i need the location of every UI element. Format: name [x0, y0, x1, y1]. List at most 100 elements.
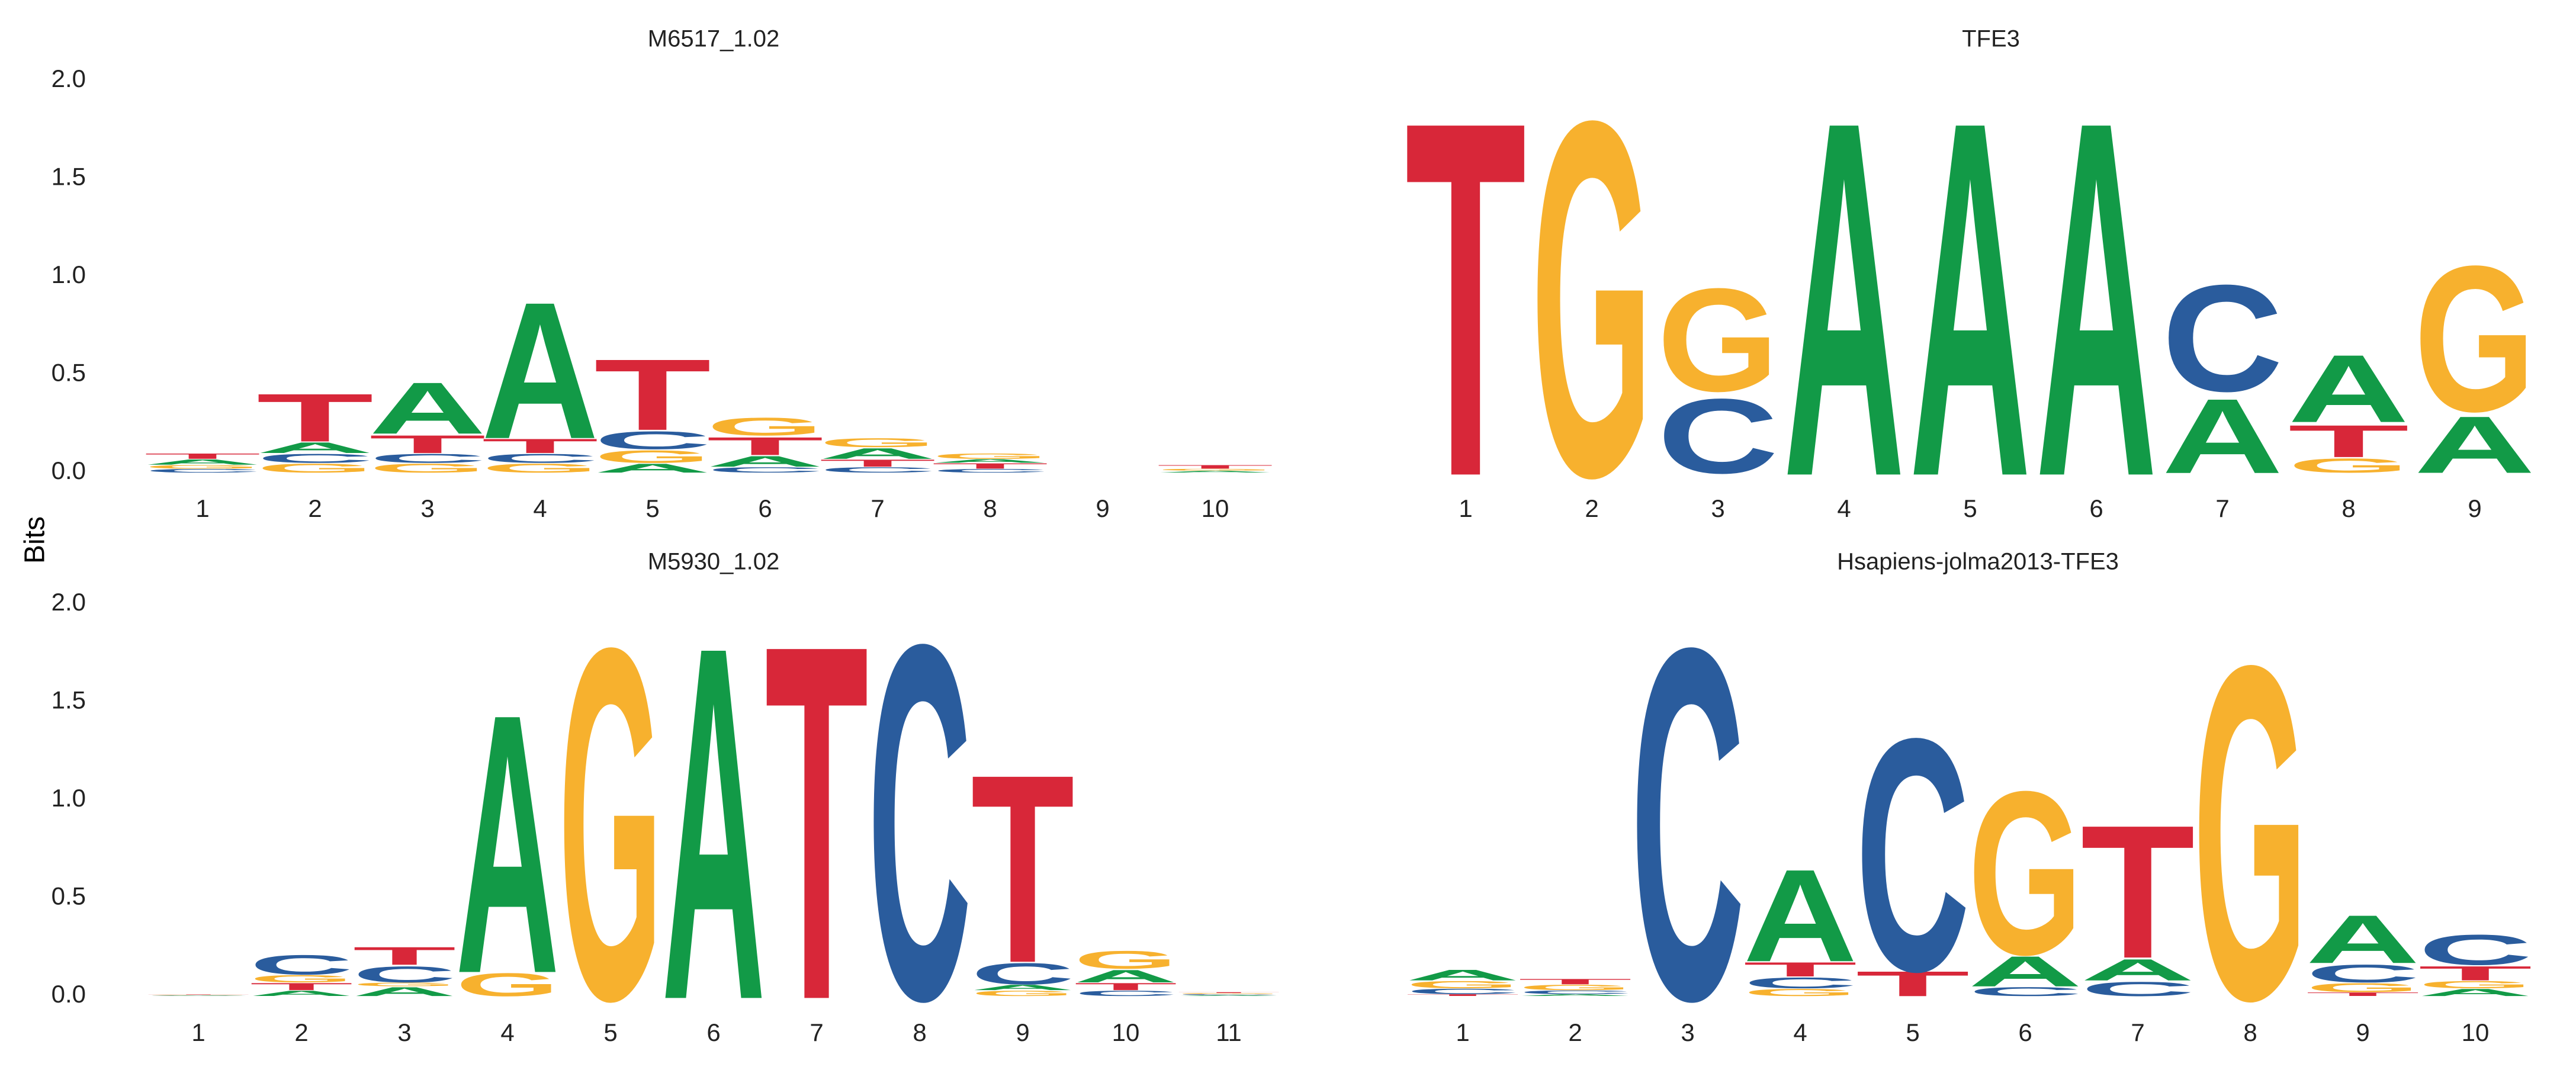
- logo-letter-c: C: [1177, 994, 1280, 995]
- logo-letter-a: A: [1518, 994, 1633, 997]
- logo-letter-g: G: [369, 461, 486, 475]
- logo-letter-a: A: [1157, 470, 1274, 473]
- x-tick-label: 9: [1016, 1018, 1029, 1046]
- logo-letter-g: G: [1531, 16, 1653, 583]
- logo-letter-t: T: [2081, 786, 2195, 998]
- x-tick-label: 6: [2089, 494, 2103, 522]
- logo-letter-g: G: [1658, 258, 1779, 422]
- logo-letter-c: C: [481, 451, 599, 465]
- logo-letter-a: A: [2418, 987, 2533, 998]
- logo-letter-a: A: [819, 445, 936, 462]
- logo-letter-c: C: [2418, 926, 2533, 974]
- logo-letter-a: A: [594, 461, 711, 475]
- logo-letter-g: G: [1518, 984, 1633, 992]
- y-tick-label: 0.5: [52, 359, 86, 387]
- x-tick-label: 2: [294, 1018, 308, 1046]
- logo-letter-c: C: [932, 468, 1049, 474]
- logo-letter-t: T: [1743, 958, 1858, 981]
- x-tick-label: 4: [1837, 494, 1851, 522]
- x-tick-label: 6: [758, 494, 772, 522]
- panel-title: Hsapiens-jolma2013-TFE3: [1837, 549, 2119, 575]
- logo-letter-a: A: [144, 458, 261, 466]
- x-tick-label: 11: [1216, 1018, 1242, 1046]
- logo-letter-t: T: [2418, 962, 2533, 985]
- logo-letter-g: G: [2414, 223, 2536, 455]
- logo-letter-t: T: [594, 338, 711, 452]
- logo-letter-t: T: [250, 981, 354, 992]
- logo-letter-a: A: [1910, 16, 2031, 583]
- y-tick-label: 2.0: [52, 588, 86, 616]
- logo-panel: M5930_1.020.00.51.01.52.01 2 3 4 5 6 7 8 9 10 11AC…: [52, 539, 1281, 1083]
- logo-letter-a: A: [2414, 400, 2536, 490]
- logo-letter-t: T: [765, 540, 869, 1083]
- y-tick-label: 0.0: [52, 457, 86, 484]
- logo-letter-c: C: [2081, 978, 2195, 1000]
- x-tick-label: 4: [1793, 1018, 1807, 1046]
- logo-letter-g: G: [1074, 946, 1178, 974]
- logo-letter-t: T: [706, 432, 824, 461]
- logo-panels: M6517_1.020.00.51.01.52.01 2 3 4 5 6 7 8 9 10CGAT…: [52, 15, 2536, 1083]
- logo-letter-g: G: [456, 966, 560, 1003]
- logo-letter-t: T: [1177, 992, 1281, 993]
- logo-letter-t: T: [2306, 991, 2420, 997]
- logo-letter-a: A: [256, 439, 374, 457]
- logo-letter-a: A: [2288, 335, 2410, 442]
- logo-letter-g: G: [144, 464, 261, 470]
- x-tick-label: 8: [2341, 494, 2355, 522]
- x-tick-label: 5: [645, 494, 659, 522]
- x-tick-label: 1: [191, 1018, 205, 1046]
- x-tick-label: 1: [195, 494, 209, 522]
- logo-letter-c: C: [594, 426, 711, 455]
- x-tick-label: 8: [983, 494, 997, 522]
- x-tick-label: 6: [2018, 1018, 2032, 1046]
- logo-letter-g: G: [250, 973, 354, 984]
- logo-letter-a: A: [456, 638, 560, 1051]
- x-tick-label: 10: [2462, 1018, 2490, 1046]
- logo-letter-c: C: [144, 468, 261, 474]
- logo-letter-g: G: [1743, 987, 1858, 998]
- logo-letter-g: G: [2288, 454, 2410, 477]
- logo-letter-g: G: [559, 544, 663, 1083]
- logo-letter-a: A: [1406, 966, 1520, 984]
- y-tick-label: 2.0: [52, 65, 86, 92]
- logo-letter-a: A: [1074, 966, 1177, 986]
- x-tick-label: 9: [2468, 494, 2481, 522]
- x-tick-label: 2: [1568, 1018, 1582, 1046]
- logo-letter-t: T: [481, 435, 599, 457]
- logo-letter-t: T: [1518, 978, 1633, 986]
- logo-letter-c: C: [369, 451, 486, 465]
- logo-letter-a: A: [353, 985, 457, 999]
- x-tick-label: 8: [913, 1018, 926, 1046]
- logo-letter-a: A: [249, 989, 353, 998]
- x-tick-label: 9: [2356, 1018, 2369, 1046]
- logo-letter-c: C: [971, 957, 1075, 991]
- x-tick-label: 3: [1711, 494, 1724, 522]
- x-tick-label: 10: [1202, 494, 1229, 522]
- logo-panel: M6517_1.020.00.51.01.52.01 2 3 4 5 6 7 8 9 10CGAT…: [52, 26, 1274, 523]
- logo-letter-a: A: [1784, 16, 1905, 583]
- logo-letter-a: A: [2036, 16, 2157, 583]
- logo-letter-g: G: [353, 982, 457, 988]
- y-tick-label: 1.0: [52, 784, 86, 812]
- panel-title: M6517_1.02: [648, 26, 779, 52]
- logo-letter-a: A: [662, 541, 766, 1083]
- x-tick-label: 5: [1906, 1018, 1919, 1046]
- logo-letter-g: G: [1157, 468, 1274, 471]
- logo-letter-t: T: [144, 452, 261, 460]
- logo-letter-c: C: [256, 451, 374, 465]
- logo-letter-a: A: [1743, 842, 1857, 989]
- logo-letter-g: G: [1177, 993, 1281, 994]
- x-tick-label: 5: [603, 1018, 617, 1046]
- logo-letter-g: G: [2418, 979, 2533, 990]
- logo-letter-t: T: [1856, 964, 1970, 1004]
- logo-letter-a: A: [481, 262, 599, 480]
- x-tick-label: 7: [810, 1018, 823, 1046]
- logo-letter-a: A: [2305, 901, 2420, 978]
- x-tick-label: 5: [1963, 494, 1977, 522]
- x-tick-label: 2: [308, 494, 322, 522]
- x-tick-label: 4: [533, 494, 547, 522]
- x-tick-label: 1: [1459, 494, 1472, 522]
- x-tick-label: 9: [1096, 494, 1109, 522]
